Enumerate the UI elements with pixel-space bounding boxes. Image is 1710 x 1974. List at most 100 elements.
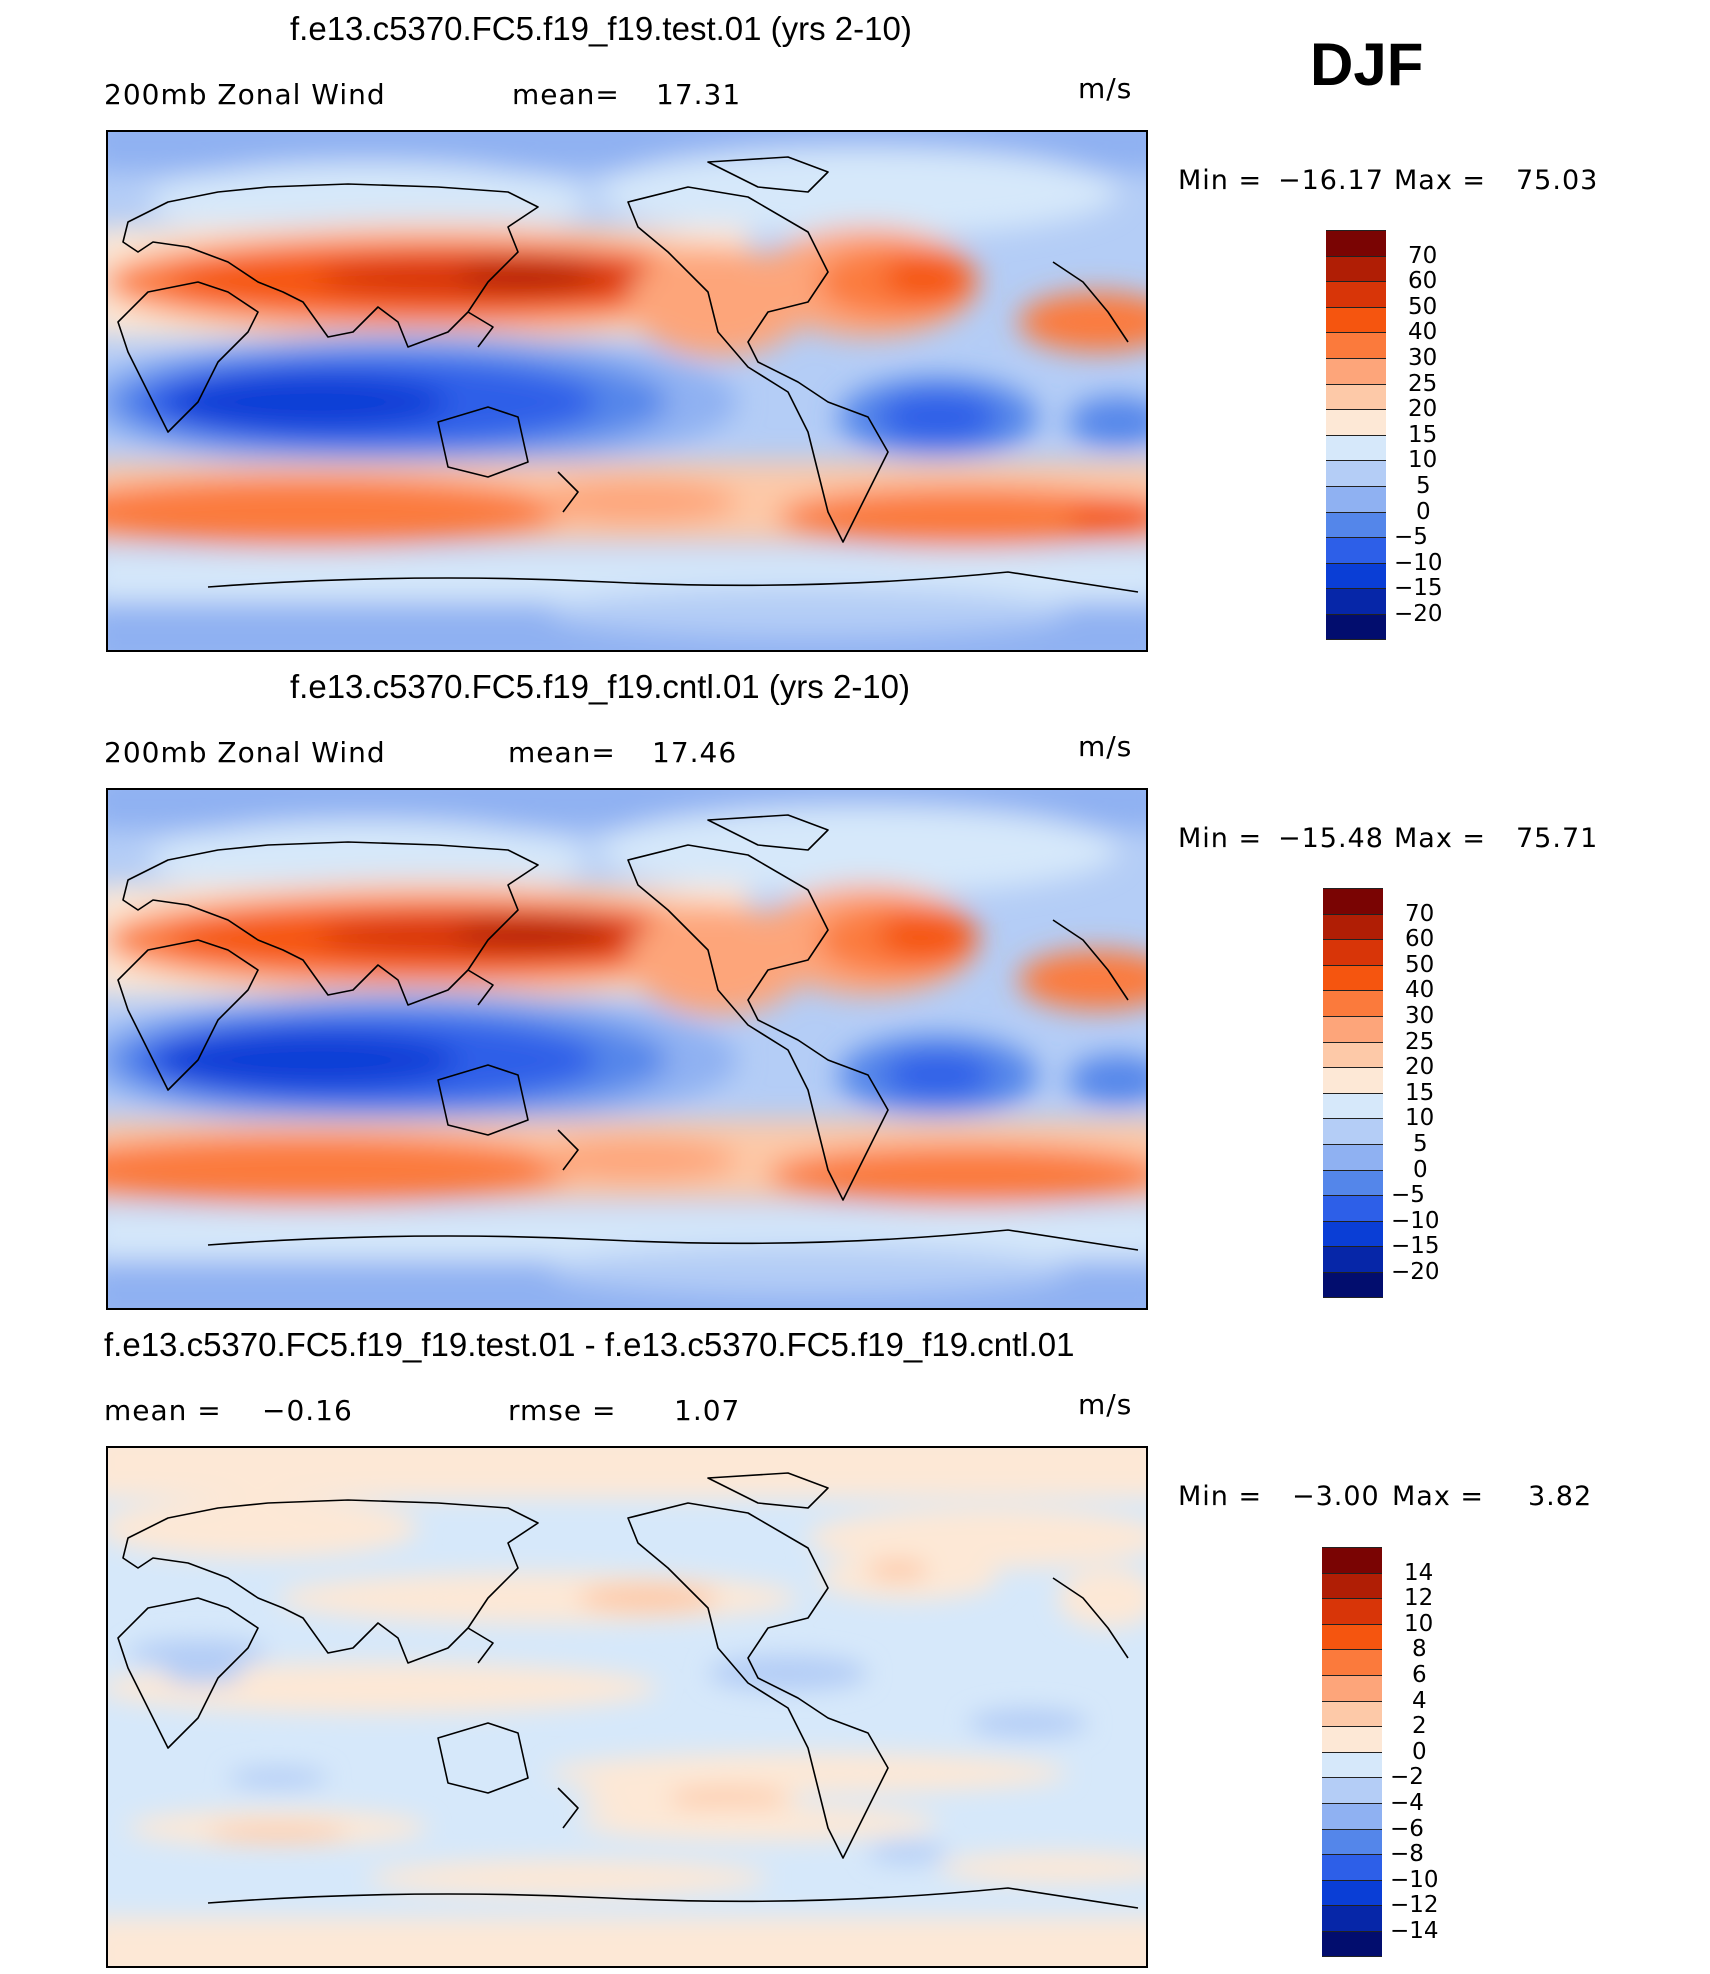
colorbar-swatch — [1323, 1246, 1383, 1272]
colorbar-swatch — [1323, 964, 1383, 991]
panel-rmse-value-diff: 1.07 — [674, 1394, 741, 1427]
colorbar-swatch — [1323, 1067, 1383, 1093]
colorbar-swatch — [1322, 1905, 1382, 1931]
colorbar-tick-label: −10 — [1391, 1207, 1440, 1234]
colorbar-swatch — [1326, 460, 1386, 486]
panel-title-cntl: f.e13.c5370.FC5.f19_f19.cntl.01 (yrs 2-1… — [290, 668, 911, 705]
colorbar-swatch — [1322, 1700, 1382, 1727]
colorbar-tick-label: 25 — [1408, 370, 1438, 397]
colorbar-tick-label: 0 — [1413, 1156, 1428, 1183]
colorbar-tick-label: 50 — [1408, 293, 1438, 320]
colorbar-swatch — [1322, 1751, 1382, 1778]
panel-mean-label-cntl: mean= — [508, 736, 616, 769]
colorbar-tick-label: −8 — [1390, 1841, 1424, 1868]
panel-min-label-cntl: Min = — [1178, 823, 1263, 854]
colorbar-tick-label: 2 — [1412, 1713, 1427, 1740]
colorbar-swatch — [1326, 434, 1386, 461]
colorbar-tick-label: 14 — [1404, 1559, 1434, 1586]
colorbar-swatch — [1323, 913, 1383, 940]
colorbar-tick-label: −12 — [1390, 1892, 1439, 1919]
colorbar-swatch — [1326, 537, 1386, 563]
colorbar-tick-label: −20 — [1394, 601, 1443, 627]
colorbar-swatch — [1326, 511, 1386, 538]
panel-field-label-test: 200mb Zonal Wind — [104, 78, 386, 111]
colorbar-swatch — [1326, 485, 1386, 512]
colorbar-swatch — [1326, 562, 1386, 589]
colorbar-tick-label: −10 — [1390, 1866, 1439, 1893]
colorbar-swatch — [1326, 332, 1386, 358]
colorbar-swatch — [1322, 1854, 1382, 1880]
colorbar-swatch — [1322, 1623, 1382, 1650]
colorbar-swatch — [1322, 1726, 1382, 1752]
colorbar-tick-label: 60 — [1405, 926, 1435, 953]
colorbar-swatch — [1326, 306, 1386, 333]
colorbar-tick-label: 5 — [1416, 473, 1431, 499]
colorbar-swatch — [1326, 255, 1386, 282]
colorbar-swatch — [1322, 1879, 1382, 1906]
colorbar-swatch — [1322, 1828, 1382, 1855]
colorbar-tick-label: −10 — [1394, 549, 1443, 576]
panel-max-label-test: Max = — [1394, 165, 1487, 196]
colorbar-swatch — [1326, 588, 1386, 614]
colorbar-swatch — [1323, 939, 1383, 965]
colorbar-tick-label: 0 — [1412, 1738, 1427, 1765]
colorbar-tick-label: −5 — [1394, 524, 1428, 551]
panel-units-cntl: m/s — [1078, 730, 1133, 763]
colorbar-tick-label: 12 — [1404, 1585, 1434, 1612]
colorbar-tick-label: 70 — [1408, 242, 1438, 269]
colorbar-tick-label: −5 — [1391, 1182, 1425, 1209]
colorbar-swatch — [1326, 613, 1386, 640]
colorbar-tick-label: 30 — [1408, 345, 1438, 371]
colorbar-swatch — [1323, 888, 1383, 914]
panel-mean-label-diff: mean = — [104, 1394, 222, 1427]
panel-units-diff: m/s — [1078, 1388, 1133, 1421]
colorbar-swatch — [1323, 1220, 1383, 1247]
colorbar-tick-label: 5 — [1413, 1131, 1428, 1157]
colorbar-tick-label: 15 — [1405, 1079, 1435, 1106]
colorbar-tick-label: 25 — [1405, 1028, 1435, 1055]
panel-mean-value-diff: −0.16 — [262, 1394, 353, 1427]
map-diff — [106, 1446, 1148, 1968]
colorbar-swatch — [1326, 409, 1386, 435]
colorbar-tick-label: 60 — [1408, 268, 1438, 295]
colorbar-tick-label: 6 — [1412, 1662, 1427, 1688]
colorbar-tick-label: −20 — [1391, 1259, 1440, 1285]
colorbar-cntl — [1323, 888, 1383, 1298]
panel-min-value-cntl: −15.48 — [1278, 823, 1384, 854]
colorbar-tick-label: 0 — [1416, 498, 1431, 525]
colorbar-diff — [1322, 1547, 1382, 1957]
colorbar-tick-label: −6 — [1390, 1815, 1424, 1842]
colorbar-tick-label: 4 — [1412, 1687, 1427, 1714]
colorbar-swatch — [1326, 383, 1386, 410]
season-label: DJF — [1310, 31, 1424, 98]
colorbar-tick-label: −4 — [1390, 1790, 1424, 1816]
panel-mean-label-test: mean= — [512, 78, 620, 111]
colorbar-tick-label: 70 — [1405, 900, 1435, 927]
colorbar-tick-label: 50 — [1405, 951, 1435, 978]
colorbar-swatch — [1322, 1572, 1382, 1599]
panel-mean-value-cntl: 17.46 — [652, 736, 738, 769]
colorbar-swatch — [1322, 1777, 1382, 1803]
colorbar-swatch — [1323, 1195, 1383, 1221]
colorbar-tick-label: −2 — [1390, 1764, 1424, 1791]
colorbar-test — [1326, 230, 1386, 640]
colorbar-swatch — [1326, 357, 1386, 384]
colorbar-tick-label: 10 — [1404, 1610, 1434, 1637]
panel-title-diff: f.e13.c5370.FC5.f19_f19.test.01 - f.e13.… — [104, 1326, 1075, 1363]
colorbar-tick-label: 10 — [1405, 1105, 1435, 1132]
panel-field-label-cntl: 200mb Zonal Wind — [104, 736, 386, 769]
colorbar-swatch — [1323, 1169, 1383, 1196]
colorbar-tick-label: 30 — [1405, 1003, 1435, 1029]
panel-mean-value-test: 17.31 — [656, 78, 742, 111]
panel-max-value-test: 75.03 — [1516, 165, 1599, 196]
colorbar-tick-label: 40 — [1408, 319, 1438, 346]
panel-min-value-diff: −3.00 — [1292, 1481, 1380, 1512]
colorbar-tick-label: −15 — [1394, 575, 1443, 602]
colorbar-swatch — [1322, 1674, 1382, 1701]
panel-max-label-cntl: Max = — [1394, 823, 1487, 854]
colorbar-swatch — [1322, 1802, 1382, 1829]
colorbar-tick-label: 20 — [1405, 1054, 1435, 1081]
colorbar-swatch — [1322, 1598, 1382, 1624]
colorbar-tick-label: −14 — [1390, 1918, 1439, 1944]
panel-max-value-diff: 3.82 — [1528, 1481, 1593, 1512]
